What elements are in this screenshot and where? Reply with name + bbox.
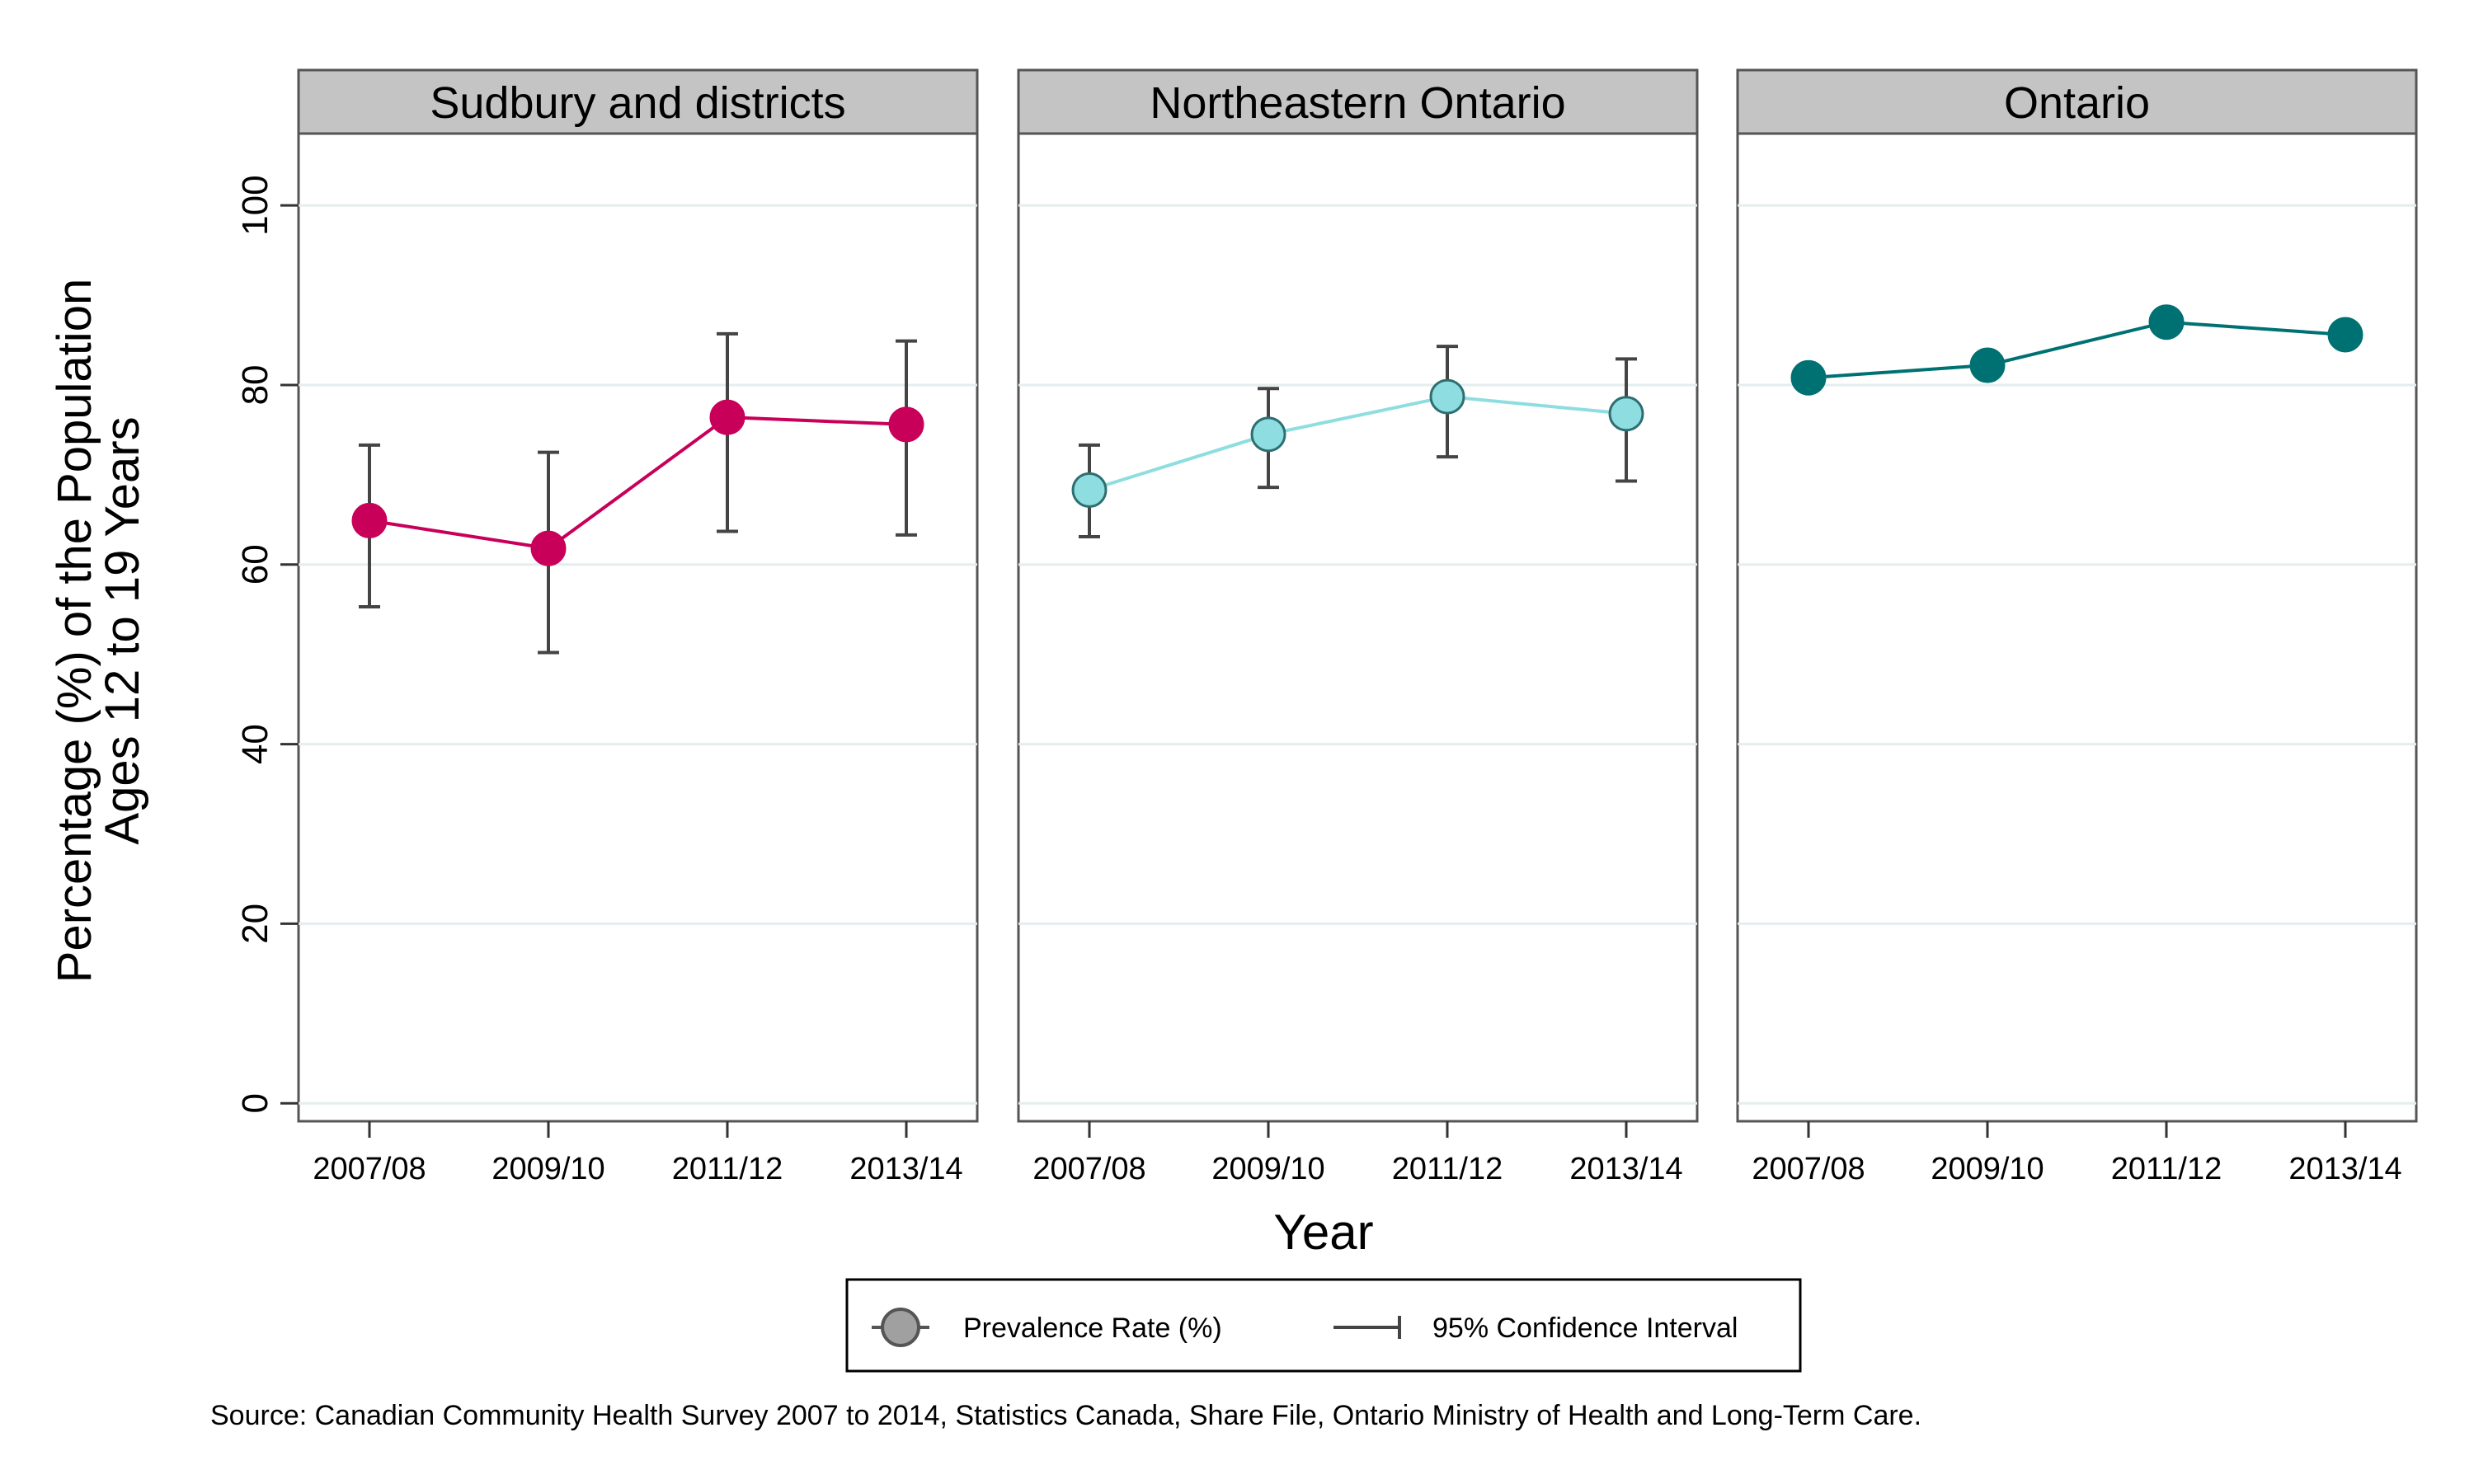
x-tick-label: 2013/14 (1569, 1152, 1682, 1186)
source-note: Source: Canadian Community Health Survey… (210, 1400, 1921, 1431)
x-tick-label: 2007/08 (1032, 1152, 1145, 1186)
legend-ci-label: 95% Confidence Interval (1432, 1313, 1738, 1344)
data-point (1969, 347, 2006, 383)
data-point (1790, 359, 1827, 396)
data-point (1071, 472, 1108, 508)
panel-title: Ontario (2004, 78, 2150, 128)
legend: Prevalence Rate (%) 95% Confidence Inter… (845, 1278, 1802, 1373)
panel-title: Northeastern Ontario (1150, 78, 1565, 128)
legend-box (845, 1278, 1802, 1373)
x-tick-label: 2011/12 (1392, 1152, 1503, 1186)
data-point (709, 399, 745, 435)
data-point (2148, 304, 2185, 340)
y-tick-label: 40 (235, 724, 275, 764)
panel-1: Sudbury and districts 0 20 40 60 80 100 2007/08… (235, 68, 979, 1186)
x-axis-title: Year (1273, 1205, 1373, 1260)
panel-3: Ontario 2007/08 2009/10 2011/12 2013/14 (1736, 68, 2418, 1186)
x-tick-label: 2009/10 (1211, 1152, 1324, 1186)
x-tick-label: 2013/14 (849, 1152, 962, 1186)
y-tick-label: 60 (235, 544, 275, 585)
data-point (530, 530, 567, 566)
panel-header (297, 68, 979, 135)
panel-frame (1736, 132, 2418, 1123)
y-tick-label: 20 (235, 904, 275, 944)
x-tick-label: 2009/10 (1931, 1152, 2044, 1186)
panel-frame (297, 132, 979, 1123)
data-point (1250, 416, 1286, 453)
data-point (1608, 396, 1644, 432)
data-point (1429, 378, 1465, 415)
y-tick-label: 100 (235, 175, 275, 235)
data-point (351, 502, 388, 538)
panel-2: Northeastern Ontario 2007/08 2009/10 2011/1… (1017, 68, 1699, 1186)
panel-frame (1017, 132, 1699, 1123)
x-tick-label: 2011/12 (2111, 1152, 2222, 1186)
x-tick-label: 2007/08 (313, 1152, 426, 1186)
y-axis-title-line1: Percentage (%) of the Population (48, 279, 101, 983)
x-tick-label: 2009/10 (492, 1152, 604, 1186)
data-point (888, 406, 924, 443)
y-tick-label: 80 (235, 364, 275, 405)
series-line (369, 416, 907, 551)
x-tick-label: 2011/12 (672, 1152, 783, 1186)
y-tick-label: 0 (235, 1093, 275, 1113)
x-tick-label: 2007/08 (1752, 1152, 1865, 1186)
x-tick-label: 2013/14 (2288, 1152, 2401, 1186)
series-line (1808, 320, 2346, 380)
panel-header (1017, 68, 1699, 135)
series-line (1089, 395, 1627, 492)
panel-title: Sudbury and districts (430, 78, 845, 128)
y-axis-title-line2: Ages 12 to 19 Years (96, 416, 149, 844)
legend-prevalence-label: Prevalence Rate (%) (963, 1313, 1222, 1344)
panels: Sudbury and districts 0 20 40 60 80 100 2007/08… (235, 68, 2418, 1186)
data-point (2327, 317, 2363, 353)
legend-prevalence-marker (881, 1308, 920, 1347)
